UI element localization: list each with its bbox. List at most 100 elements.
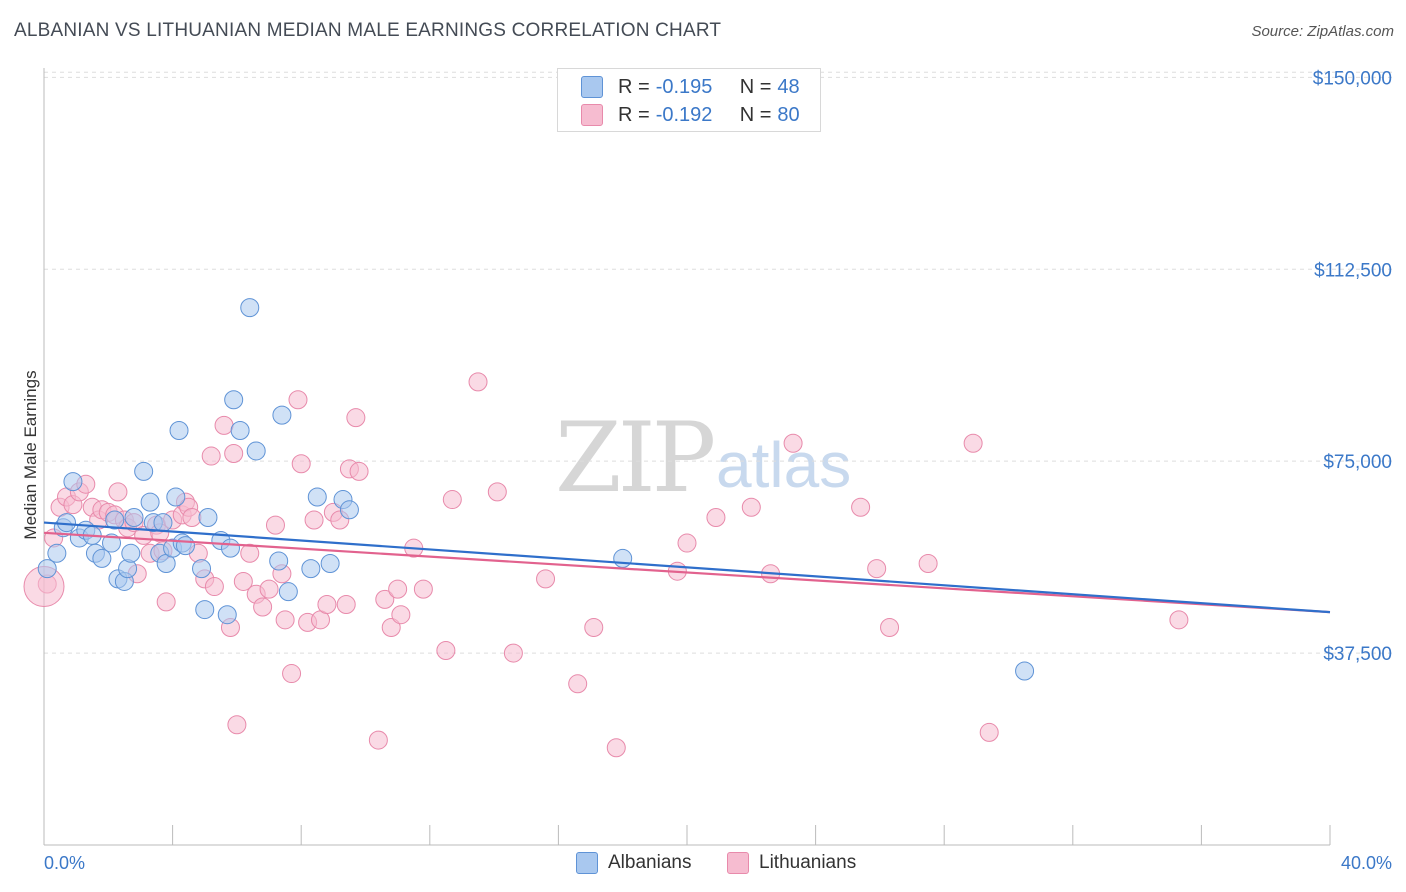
- legend-row-albanians: R = -0.195 N = 48: [558, 73, 800, 101]
- legend-label-lithuanians: Lithuanians: [759, 852, 857, 873]
- lithuanian-point: [979, 722, 999, 742]
- legend-r-value: -0.195: [655, 75, 713, 98]
- albanian-swatch: [581, 76, 603, 98]
- lithuanian-point: [224, 444, 244, 463]
- albanian-point: [37, 559, 57, 579]
- albanian-point: [63, 472, 83, 492]
- lithuanian-point: [381, 618, 401, 637]
- albanian-point: [613, 548, 633, 568]
- watermark-atlas: atlas: [716, 429, 852, 501]
- albanian-point: [339, 500, 359, 520]
- albanian-point: [121, 543, 141, 563]
- lithuanian-point: [108, 482, 128, 502]
- lithuanian-point: [536, 569, 556, 589]
- lithuanian-point: [442, 490, 462, 510]
- legend-r-label: R =: [618, 75, 650, 98]
- lithuanian-point: [317, 594, 337, 614]
- lithuanian-point: [291, 454, 311, 474]
- albanian-point: [240, 298, 260, 318]
- lithuanian-point: [503, 643, 523, 663]
- lithuanian-point: [253, 597, 273, 617]
- albanian-point: [217, 605, 237, 625]
- lithuanian-point: [468, 372, 488, 392]
- lithuanian-point: [391, 605, 411, 625]
- albanian-point: [220, 538, 240, 558]
- lithuanian-point: [304, 510, 324, 530]
- lithuanian-point: [368, 730, 388, 750]
- chart-title: ALBANIAN VS LITHUANIAN MEDIAN MALE EARNI…: [14, 20, 722, 41]
- albanian-point: [278, 582, 298, 602]
- albanian-point: [92, 548, 112, 568]
- legend-r-value: -0.192: [655, 103, 713, 126]
- lithuanian-point: [275, 610, 295, 630]
- bottom-legend-lithuanians: Lithuanians: [727, 852, 856, 874]
- albanian-swatch: [576, 852, 598, 874]
- lithuanian-point: [413, 579, 433, 599]
- lithuanian-point: [867, 559, 887, 579]
- y-tick-label: $112,500: [1314, 260, 1392, 281]
- lithuanian-point: [227, 715, 247, 735]
- lithuanian-point: [156, 592, 176, 612]
- lithuanian-point: [487, 482, 507, 502]
- y-tick-label: $75,000: [1323, 452, 1392, 473]
- lithuanian-point: [584, 618, 604, 637]
- lithuanian-point: [204, 577, 224, 597]
- lithuanian-point: [233, 571, 253, 591]
- albanian-point: [118, 559, 138, 579]
- lithuanian-point: [240, 543, 260, 563]
- lithuanian-point: [677, 533, 697, 553]
- lithuanian-point: [880, 618, 900, 637]
- lithuanian-point: [259, 579, 279, 599]
- lithuanian-point: [282, 664, 302, 684]
- albanian-point: [195, 600, 215, 620]
- lithuanian-trend-line: [43, 531, 1331, 614]
- lithuanian-swatch: [581, 104, 603, 126]
- albanian-point: [272, 405, 292, 425]
- source-credit: Source: ZipAtlas.com: [1251, 23, 1394, 40]
- lithuanian-swatch: [727, 852, 749, 874]
- lithuanian-point: [741, 497, 761, 517]
- albanian-point: [153, 513, 173, 533]
- watermark-zip: ZIP: [555, 402, 716, 514]
- lithuanian-point: [388, 579, 408, 599]
- x-tick-label: 0.0%: [44, 853, 85, 873]
- lithuanian-point: [182, 507, 202, 527]
- albanian-point: [105, 510, 125, 530]
- lithuanian-point: [606, 738, 626, 758]
- lithuanian-points: [23, 372, 1189, 758]
- lithuanian-point: [288, 390, 308, 410]
- albanian-point: [140, 492, 160, 512]
- lithuanian-point: [568, 674, 588, 694]
- legend-n-label: N =: [739, 103, 772, 126]
- albanian-point: [102, 533, 122, 553]
- lithuanian-point: [346, 408, 366, 428]
- albanian-point: [192, 559, 212, 579]
- legend-n-value: 48: [777, 75, 800, 98]
- albanian-point: [166, 487, 186, 507]
- legend-r-label: R =: [618, 103, 650, 126]
- albanian-point: [47, 543, 67, 563]
- lithuanian-point: [336, 594, 356, 614]
- lithuanian-point: [918, 554, 938, 574]
- y-axis-title: Median Male Earnings: [21, 370, 40, 539]
- albanian-point: [230, 420, 250, 440]
- albanian-point: [320, 554, 340, 574]
- legend-label-albanians: Albanians: [608, 852, 692, 873]
- albanian-point: [124, 507, 144, 527]
- albanian-point: [198, 507, 218, 527]
- gridlines: [44, 71, 1392, 654]
- albanian-point: [57, 513, 77, 533]
- albanian-point: [1015, 661, 1035, 681]
- bottom-legend-albanians: Albanians: [576, 852, 691, 874]
- lithuanian-point: [375, 589, 395, 609]
- legend-n-label: N =: [739, 75, 772, 98]
- legend-n-value: 80: [777, 103, 800, 126]
- lithuanian-point: [783, 433, 803, 453]
- y-tick-label: $150,000: [1313, 68, 1392, 89]
- albanian-trend-line: [43, 521, 1331, 614]
- albanian-point: [175, 536, 195, 556]
- albanian-point: [269, 551, 289, 571]
- axis-labels: $37,500 $75,000 $112,500 $150,000 0.0% 40.0% M…: [21, 68, 1392, 873]
- albanian-point: [224, 390, 244, 410]
